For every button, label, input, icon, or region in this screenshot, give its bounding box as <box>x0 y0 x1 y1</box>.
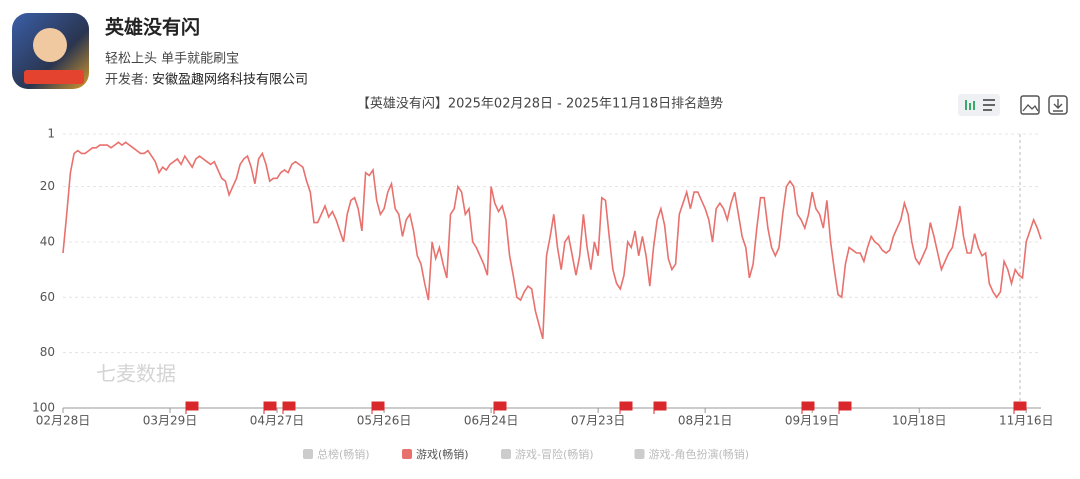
toolbar[interactable] <box>958 94 1068 116</box>
y-tick-label: 100 <box>32 401 55 415</box>
y-tick-label: 20 <box>40 179 55 193</box>
x-tick-label: 08月21日 <box>678 414 733 428</box>
legend-item[interactable]: 游戏(畅销) <box>402 447 469 461</box>
legend-label: 游戏(畅销) <box>416 447 469 461</box>
y-tick-label: 80 <box>40 345 55 359</box>
y-tick-label: 60 <box>40 290 55 304</box>
legend-label: 游戏-冒险(畅销) <box>515 447 594 461</box>
x-tick-label: 11月16日 <box>999 414 1054 428</box>
legend-item[interactable]: 游戏-角色扮演(畅销) <box>634 447 750 461</box>
y-tick-label: 40 <box>40 234 55 248</box>
x-tick-label: 02月28日 <box>36 414 91 428</box>
app-name: 英雄没有闪 <box>105 16 200 39</box>
legend-swatch <box>402 449 412 459</box>
legend-label: 游戏-角色扮演(畅销) <box>649 447 750 461</box>
image-button[interactable] <box>1020 95 1040 115</box>
x-tick-label: 04月27日 <box>250 414 305 428</box>
x-tick-label: 06月24日 <box>464 414 519 428</box>
developer: 安徽盈趣网络科技有限公司 <box>152 72 308 88</box>
x-tick-label: 05月26日 <box>357 414 412 428</box>
legend-swatch <box>634 449 645 459</box>
x-tick-label: 09月19日 <box>785 414 840 428</box>
legend-swatch <box>501 449 511 459</box>
watermark: 七麦数据 <box>96 362 176 386</box>
event-flags <box>185 401 1027 414</box>
series-line <box>62 141 1042 340</box>
legend-swatch <box>303 449 313 459</box>
developer-label: 开发者: <box>105 72 148 88</box>
legend-label: 总榜(畅销) <box>317 447 370 461</box>
legend-item[interactable]: 总榜(畅销) <box>303 447 370 461</box>
x-tick-label: 07月23日 <box>571 414 626 428</box>
legend-item[interactable]: 游戏-冒险(畅销) <box>501 447 594 461</box>
x-tick-label: 03月29日 <box>143 414 198 428</box>
chart-title: 【英雄没有闪】2025年02月28日 - 2025年11月18日排名趋势 <box>357 96 723 112</box>
download-button[interactable] <box>1048 95 1068 115</box>
app-icon <box>12 13 89 89</box>
x-tick-label: 10月18日 <box>892 414 947 428</box>
y-tick-label: 1 <box>47 127 55 141</box>
app-slogan: 轻松上头 单手就能刷宝 <box>105 52 239 67</box>
